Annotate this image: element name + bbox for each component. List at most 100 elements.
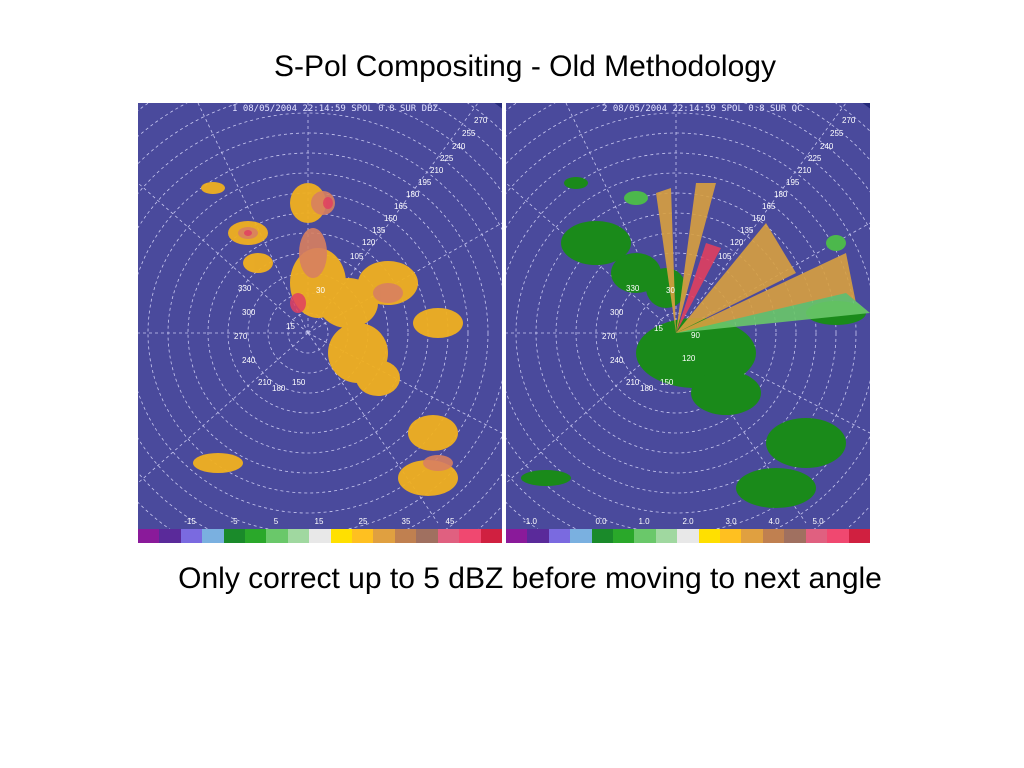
- colorbar-swatch: [591, 529, 614, 543]
- colorbar-swatch: [394, 529, 417, 543]
- tick-label: 35: [401, 517, 411, 526]
- range-label-210: 210: [798, 166, 812, 175]
- colorbar-swatch: [245, 529, 267, 543]
- tick-label: 1.0: [638, 517, 650, 526]
- colorbar-swatch: [223, 529, 246, 543]
- range-label-195: 195: [418, 178, 432, 187]
- azimuth-label-240: 240: [242, 356, 256, 365]
- range-label-225: 225: [808, 154, 822, 163]
- range-label-180: 180: [774, 190, 788, 199]
- tick-label: -15: [184, 517, 196, 526]
- colorbar-swatch: [416, 529, 438, 543]
- range-label-120: 120: [730, 238, 744, 247]
- colorbar-swatch: [459, 529, 481, 543]
- azimuth-label-180: 180: [272, 384, 286, 393]
- colorbar-swatch: [634, 529, 656, 543]
- tick-label: 15: [314, 517, 324, 526]
- colorbar-swatch: [159, 529, 181, 543]
- colorbar-swatch: [698, 529, 721, 543]
- azimuth-label-15: 15: [654, 324, 663, 333]
- azimuth-label-210: 210: [626, 378, 640, 387]
- azimuth-label-150: 150: [292, 378, 306, 387]
- panel-header-dbz: 1 08/05/2004 22:14:59 SPOL 0.8 SUR DBZ: [232, 104, 438, 114]
- colorbar-swatch: [548, 529, 571, 543]
- colorbar-swatch: [506, 529, 528, 543]
- colorbar-ticks-dbz: -15 -5 5 15 25 35 45: [138, 517, 502, 529]
- colorbar-swatch: [848, 529, 870, 543]
- azimuth-label-270: 270: [602, 332, 616, 341]
- azimuth-label-120: 120: [682, 354, 696, 363]
- colorbar-swatch: [570, 529, 592, 543]
- azimuth-label-300: 300: [610, 308, 624, 317]
- radar-image-dbz: 270 255 240 225 210 195 180 165 150 135 …: [138, 103, 502, 543]
- colorbar-swatch: [784, 529, 806, 543]
- colorbar-swatch: [480, 529, 502, 543]
- colorbar-swatch: [287, 529, 310, 543]
- tick-label: -1.0: [523, 517, 537, 526]
- tick-label: 5.0: [812, 517, 824, 526]
- tick-label: 45: [445, 517, 455, 526]
- colorbar-swatch: [720, 529, 742, 543]
- colorbar-swatch: [437, 529, 460, 543]
- azimuth-label-150: 150: [660, 378, 674, 387]
- azimuth-label-270: 270: [234, 332, 248, 341]
- colorbar-swatch: [202, 529, 224, 543]
- range-label-270: 270: [474, 116, 488, 125]
- range-label-150: 150: [752, 214, 766, 223]
- range-label-105: 105: [350, 252, 364, 261]
- colorbar-ticks-qc: -1.0 0.0 1.0 2.0 3.0 4.0 5.0: [506, 517, 870, 529]
- range-label-255: 255: [830, 129, 844, 138]
- tick-label: 3.0: [725, 517, 737, 526]
- colorbar-swatch: [655, 529, 678, 543]
- azimuth-label-15: 15: [286, 322, 295, 331]
- azimuth-label-90: 90: [691, 331, 700, 340]
- tick-label: -5: [230, 517, 238, 526]
- radar-panel-qc: 270 255 240 225 210 195 180 165 150 135 …: [506, 103, 870, 543]
- range-label-105: 105: [718, 252, 732, 261]
- range-label-180: 180: [406, 190, 420, 199]
- colorbar-dbz: [138, 529, 502, 543]
- range-label-240: 240: [820, 142, 834, 151]
- range-label-270: 270: [842, 116, 856, 125]
- azimuth-label-330: 330: [626, 284, 640, 293]
- range-label-210: 210: [430, 166, 444, 175]
- panel-header-qc: 2 08/05/2004 22:14:59 SPOL 0.8 SUR QC: [602, 104, 803, 114]
- azimuth-label-30: 30: [316, 286, 325, 295]
- colorbar-swatch: [266, 529, 288, 543]
- range-label-120: 120: [362, 238, 376, 247]
- tick-label: 4.0: [768, 517, 780, 526]
- slide-caption: Only correct up to 5 dBZ before moving t…: [178, 562, 882, 595]
- range-label-255: 255: [462, 129, 476, 138]
- radar-panel-dbz: 270 255 240 225 210 195 180 165 150 135 …: [138, 103, 502, 543]
- range-label-225: 225: [440, 154, 454, 163]
- colorbar-swatch: [762, 529, 785, 543]
- colorbar-swatch: [677, 529, 699, 543]
- colorbar-swatch: [527, 529, 549, 543]
- tick-label: 0.0: [595, 517, 607, 526]
- colorbar-swatch: [352, 529, 374, 543]
- colorbar-swatch: [373, 529, 395, 543]
- colorbar-swatch: [741, 529, 763, 543]
- azimuth-label-210: 210: [258, 378, 272, 387]
- range-label-165: 165: [394, 202, 408, 211]
- range-label-135: 135: [372, 226, 386, 235]
- colorbar-swatch: [138, 529, 160, 543]
- colorbar-swatch: [827, 529, 849, 543]
- azimuth-label-330: 330: [238, 284, 252, 293]
- colorbar-qc: [506, 529, 870, 543]
- colorbar-swatch: [805, 529, 828, 543]
- colorbar-swatch: [613, 529, 635, 543]
- range-label-150: 150: [384, 214, 398, 223]
- tick-label: 5: [273, 517, 279, 526]
- range-label-135: 135: [740, 226, 754, 235]
- azimuth-label-180: 180: [640, 384, 654, 393]
- range-label-195: 195: [786, 178, 800, 187]
- range-label-165: 165: [762, 202, 776, 211]
- colorbar-swatch: [330, 529, 353, 543]
- tick-label: 25: [358, 517, 368, 526]
- colorbar-swatch: [180, 529, 203, 543]
- azimuth-label-300: 300: [242, 308, 256, 317]
- range-label-240: 240: [452, 142, 466, 151]
- azimuth-label-30: 30: [666, 286, 675, 295]
- azimuth-label-240: 240: [610, 356, 624, 365]
